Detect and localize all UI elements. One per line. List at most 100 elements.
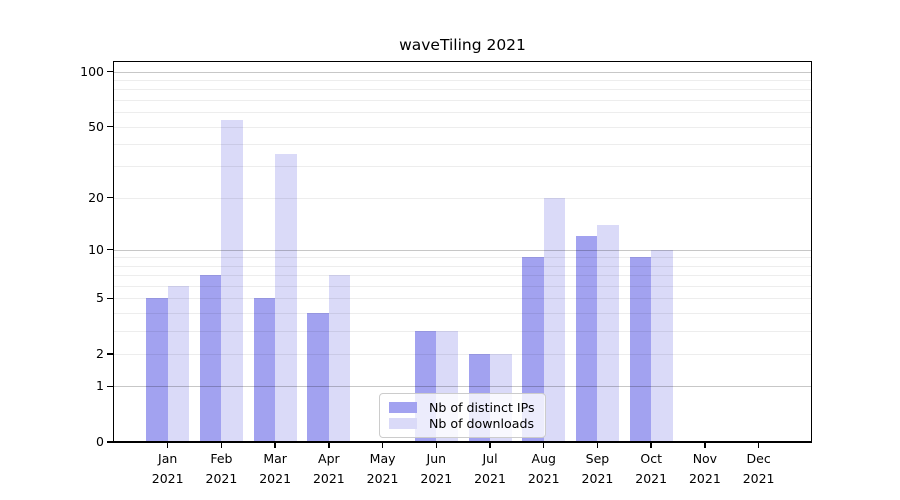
x-tick [650,442,652,448]
x-tick-year: 2021 [151,470,184,486]
gridline-major [114,249,811,251]
x-tick-year: 2021 [527,470,560,486]
x-tick-month: Feb [210,451,233,466]
gridline-minor [114,285,811,287]
y-tick [106,125,113,128]
plot-area [114,62,811,442]
y-tick-label: 2 [96,345,104,361]
x-tick-label-oct: Oct 2021 [623,449,679,488]
x-tick-year: 2021 [742,470,775,486]
y-tick-label: 50 [88,118,104,134]
y-tick [106,248,113,251]
x-tick-year: 2021 [205,470,238,486]
legend: Nb of distinct IPs Nb of downloads [379,393,546,438]
bar-downloads-aug [543,197,566,442]
gridline-minor [114,166,811,168]
y-tick [106,297,113,299]
x-tick-year: 2021 [688,470,721,486]
gridline-minor [114,353,811,355]
gridline-major [114,386,811,388]
chart-title: waveTiling 2021 [399,36,526,54]
x-tick [220,442,223,448]
x-tick-year: 2021 [635,470,668,486]
gridline-minor [114,312,811,314]
y-tick-label: 1 [96,378,104,394]
x-tick-label-feb: Feb 2021 [193,449,249,488]
x-tick [435,442,437,448]
legend-swatch-downloads [389,418,417,430]
y-tick-label: 20 [88,189,104,205]
x-tick-month: Apr [318,451,340,466]
gridline-minor [114,80,811,82]
x-tick-month: Dec [746,451,771,466]
x-tick [167,442,169,448]
x-tick-year: 2021 [420,470,453,486]
x-tick [704,442,706,448]
x-tick-year: 2021 [366,470,399,486]
gridline-minor [114,197,811,199]
x-tick-label-dec: Dec 2021 [731,449,787,488]
x-tick-label-aug: Aug 2021 [516,449,572,488]
x-tick-month: May [369,451,396,466]
x-tick-label-jan: Jan 2021 [140,449,196,488]
bar-distinct-ips-sep [575,236,598,442]
y-tick [106,353,113,355]
x-tick-label-apr: Apr 2021 [301,449,357,488]
y-tick-label: 10 [88,241,104,257]
x-tick [596,442,599,448]
gridline-minor [114,126,811,128]
y-tick-label: 5 [96,290,104,306]
x-tick [757,442,760,448]
bar-downloads-mar [275,154,297,442]
bar-distinct-ips-jan [146,298,168,442]
x-tick-year: 2021 [474,470,506,486]
x-tick [543,442,545,448]
gridline-minor [114,257,811,259]
bar-distinct-ips-oct [629,257,652,442]
gridline-major [114,71,811,73]
x-tick-month: Sep [585,451,610,466]
gridline-minor [114,99,811,101]
spine-bottom [113,441,812,443]
gridline-minor [114,144,811,146]
legend-swatch-distinct-ips [389,401,417,413]
y-tick-label: 100 [80,63,104,79]
x-tick-year: 2021 [259,470,292,486]
bar-downloads-jan [167,285,190,442]
y-tick [106,197,113,199]
y-tick [106,71,113,73]
x-tick-month: Jun [426,451,447,466]
bar-downloads-oct [651,249,673,442]
x-tick-month: Jul [482,451,498,466]
legend-label-distinct-ips: Nb of distinct IPs [429,399,535,415]
bar-downloads-feb [221,120,243,442]
gridline-minor [114,330,811,332]
x-tick-month: Oct [640,451,662,466]
bar-distinct-ips-apr [307,312,329,442]
bar-distinct-ips-mar [253,298,276,442]
y-tick [106,385,113,388]
gridline-minor [114,298,811,300]
spine-right [811,61,813,443]
y-tick-label: 0 [96,434,104,449]
gridline-minor [114,265,811,267]
y-tick [106,441,113,443]
x-tick-month: Nov [692,451,718,466]
gridline-minor [114,275,811,277]
bar-downloads-sep [597,224,619,442]
gridline-minor [114,89,811,91]
x-tick-label-sep: Sep 2021 [569,449,625,488]
x-tick [489,442,491,448]
x-tick-label-may: May 2021 [355,449,411,488]
bar-downloads-apr [328,275,351,442]
gridline-minor [114,112,811,114]
x-tick-label-mar: Mar 2021 [247,449,303,488]
x-tick [381,442,384,448]
spine-left [112,61,114,443]
x-tick-month: Aug [531,451,556,466]
x-tick-label-nov: Nov 2021 [677,449,733,488]
x-tick [328,442,330,448]
x-tick-month: Jan [158,451,178,466]
x-tick-year: 2021 [312,470,345,486]
bar-distinct-ips-feb [199,275,222,442]
